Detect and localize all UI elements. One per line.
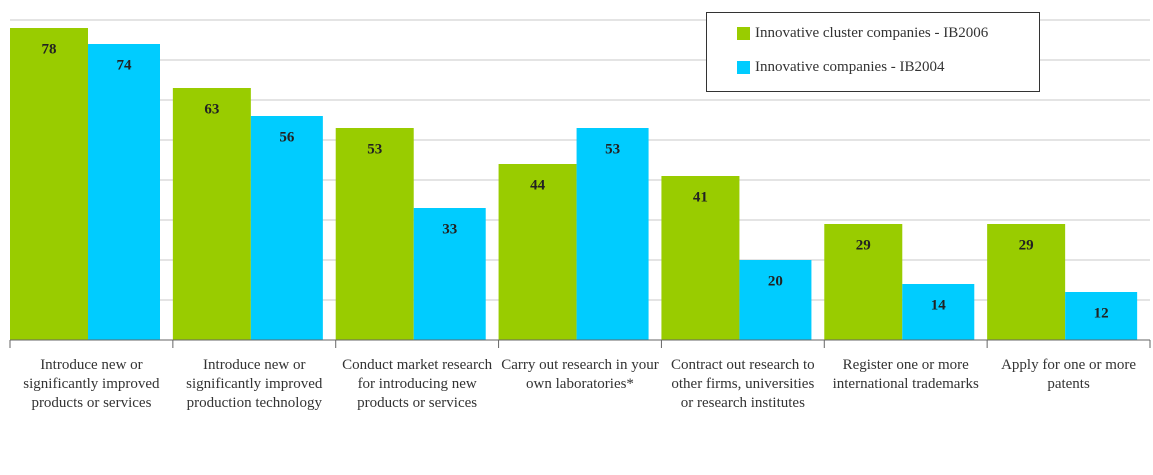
value-label: 29 xyxy=(1019,237,1034,253)
x-tick-label: Contract out research to other firms, un… xyxy=(670,357,815,411)
bar xyxy=(172,88,251,340)
legend-item: Innovative companies - IB2004 xyxy=(737,57,945,77)
legend-swatch xyxy=(737,26,750,40)
bar xyxy=(902,284,975,340)
legend-label: Innovative companies - IB2004 xyxy=(755,58,945,75)
legend: Innovative cluster companies - IB2006 Inn… xyxy=(706,12,1040,92)
bar xyxy=(661,176,740,340)
value-label: 53 xyxy=(605,141,620,157)
bar xyxy=(10,28,88,340)
bar xyxy=(824,224,903,340)
bar xyxy=(1065,292,1138,340)
bar xyxy=(88,44,160,340)
x-tick-label: Register one or more international trade… xyxy=(832,357,979,392)
bar xyxy=(413,208,486,340)
bar xyxy=(576,128,649,340)
bar xyxy=(335,128,414,340)
x-tick-label: Apply for one or more patents xyxy=(1001,357,1137,392)
value-label: 33 xyxy=(442,221,457,237)
value-label: 78 xyxy=(42,41,57,57)
legend-label: Innovative cluster companies - IB2006 xyxy=(755,24,989,41)
value-label: 74 xyxy=(117,57,133,73)
value-label: 12 xyxy=(1094,305,1109,321)
value-label: 20 xyxy=(768,273,783,289)
x-tick-label: Conduct market research for introducing … xyxy=(342,357,493,411)
x-tick-label: Introduce new or significantly improved … xyxy=(186,357,323,411)
value-label: 44 xyxy=(530,177,546,193)
x-tick-label: Introduce new or significantly improved … xyxy=(23,357,160,411)
bar xyxy=(250,116,323,340)
bar xyxy=(987,224,1066,340)
x-tick-label: Carry out research in your own laborator… xyxy=(501,357,659,392)
legend-swatch xyxy=(737,60,750,74)
legend-item: Innovative cluster companies - IB2006 xyxy=(737,23,988,43)
value-label: 63 xyxy=(204,101,219,117)
bar xyxy=(498,164,577,340)
value-label: 41 xyxy=(693,189,708,205)
value-label: 14 xyxy=(931,297,947,313)
bar xyxy=(739,260,812,340)
value-label: 29 xyxy=(856,237,871,253)
value-label: 53 xyxy=(367,141,382,157)
value-label: 56 xyxy=(279,129,295,145)
